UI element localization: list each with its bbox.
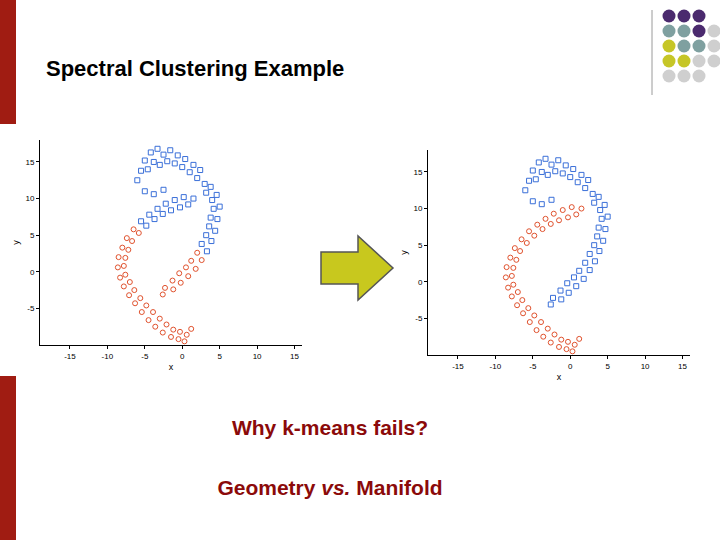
svg-text:y: y	[399, 250, 409, 255]
svg-text:-15: -15	[64, 352, 76, 361]
svg-text:x: x	[169, 362, 174, 372]
svg-text:10: 10	[25, 194, 34, 203]
svg-text:10: 10	[413, 204, 422, 213]
svg-text:-10: -10	[490, 362, 502, 371]
html-text:Geometry vs. Manifold: Geometry vs. Manifold	[217, 476, 443, 499]
svg-text:15: 15	[290, 352, 299, 361]
svg-text:-5: -5	[415, 314, 423, 323]
html-text:Spectral Clustering Example: Spectral Clustering Example	[46, 56, 345, 81]
svg-text:-15: -15	[452, 362, 464, 371]
svg-text:-5: -5	[27, 304, 35, 313]
svg-text:-5: -5	[141, 352, 149, 361]
svg-text:5: 5	[605, 362, 610, 371]
svg-text:15: 15	[678, 362, 687, 371]
svg-text:5: 5	[30, 231, 35, 240]
svg-text:0: 0	[568, 362, 573, 371]
svg-text:5: 5	[217, 352, 222, 361]
svg-text:10: 10	[253, 352, 262, 361]
svg-text:x: x	[557, 372, 562, 382]
svg-text:10: 10	[641, 362, 650, 371]
svg-text:15: 15	[25, 158, 34, 167]
svg-text:0: 0	[180, 352, 185, 361]
svg-text:5: 5	[418, 241, 423, 250]
svg-text:0: 0	[30, 268, 35, 277]
svg-text:-5: -5	[529, 362, 537, 371]
svg-text:y: y	[11, 240, 21, 245]
svg-text:0: 0	[418, 278, 423, 287]
svg-text:15: 15	[413, 168, 422, 177]
html-text:Why k-means fails?: Why k-means fails?	[232, 416, 428, 439]
svg-text:-10: -10	[102, 352, 114, 361]
